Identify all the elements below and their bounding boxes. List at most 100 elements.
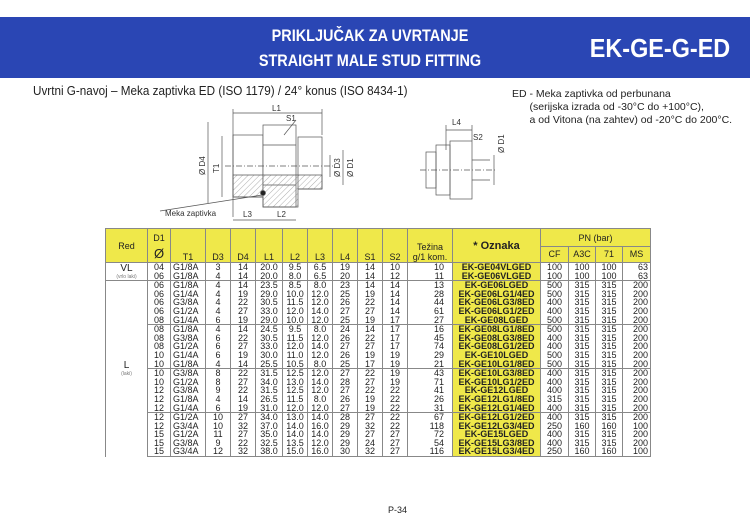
cell-l2: 12.0	[282, 306, 308, 316]
cell-pn-cf: 400	[540, 368, 569, 378]
cell-s2: 22	[382, 421, 408, 431]
table-row: 10 G1/2A 8 27 34.0 13.0 14.0 28 27 19 71 EK-GE10LG1…	[106, 377, 651, 387]
cell-oznaka: EK-GE10LG3/8ED	[452, 368, 541, 378]
cell-pn-a3c: 315	[568, 306, 596, 316]
cell-pn-a3c: 160	[568, 447, 596, 458]
cell-l2: 12.5	[282, 368, 308, 378]
cell-s1: 19	[357, 289, 383, 299]
cell-d4: 22	[230, 333, 256, 343]
col-pn: PN (bar)	[540, 228, 651, 247]
cell-d4: 27	[230, 430, 256, 439]
cell-d3: 11	[205, 430, 231, 439]
series-cell: L (laki)	[105, 280, 148, 457]
cell-pn-71: 315	[595, 324, 623, 334]
cell-l4: 27	[332, 368, 358, 378]
cell-pn-ms: 200	[622, 350, 651, 360]
cell-l4: 26	[332, 333, 358, 343]
cell-t1: G1/2A	[170, 430, 206, 439]
table-row: 12 G3/4A 10 32 37.0 14.0 16.0 29 32 22 118 EK-GE12L…	[106, 421, 651, 431]
cell-weight: 67	[407, 412, 453, 422]
dim-D1-small: Ø D1	[497, 134, 506, 153]
cell-d3: 6	[205, 315, 231, 325]
cell-l1: 20.0	[255, 261, 283, 272]
cell-s2: 14	[382, 298, 408, 307]
cell-pn-cf: 250	[540, 421, 569, 431]
title-serbian: PRIKLJUČAK ZA UVRTANJE	[271, 26, 469, 45]
cell-pn-71: 100	[595, 261, 623, 272]
cell-s2: 17	[382, 342, 408, 351]
cell-pn-71: 315	[595, 430, 623, 439]
col-l4: L4	[332, 228, 358, 263]
cell-l4: 19	[332, 261, 358, 272]
cell-pn-71: 315	[595, 315, 623, 325]
cell-d4: 22	[230, 438, 256, 448]
cell-weight: 72	[407, 430, 453, 439]
cell-l2: 14.0	[282, 430, 308, 439]
cell-d4: 27	[230, 342, 256, 351]
cell-pn-a3c: 315	[568, 377, 596, 387]
cell-pn-a3c: 315	[568, 289, 596, 299]
cell-pn-ms: 200	[622, 306, 651, 316]
cell-pn-ms: 200	[622, 403, 651, 413]
cell-pn-a3c: 315	[568, 394, 596, 404]
cell-s2: 17	[382, 324, 408, 334]
cell-l4: 23	[332, 280, 358, 290]
cell-pn-cf: 400	[540, 306, 569, 316]
cell-d4: 14	[230, 261, 256, 272]
table-row: 12 G1/8A 4 14 26.5 11.5 8.0 26 19 22 26 EK-GE12LG1/…	[106, 394, 651, 404]
cell-t1: G1/8A	[170, 324, 206, 334]
cell-l4: 30	[332, 447, 358, 458]
cell-l4: 20	[332, 271, 358, 281]
cell-pn-cf: 500	[540, 350, 569, 360]
cell-s1: 22	[357, 368, 383, 378]
cell-s2: 14	[382, 280, 408, 290]
cell-l1: 25.5	[255, 359, 283, 369]
cell-oznaka: EK-GE12LG3/4ED	[452, 421, 541, 431]
series-label: VL	[120, 263, 133, 275]
dim-S2: S2	[473, 133, 483, 142]
cell-l4: 29	[332, 430, 358, 439]
cell-l1: 20.0	[255, 271, 283, 281]
cell-oznaka: EK-GE06VLGED	[452, 271, 541, 281]
cell-t1: G1/8A	[170, 271, 206, 281]
cell-l2: 12.0	[282, 403, 308, 413]
cell-l1: 23.5	[255, 280, 283, 290]
table-row: 08 G1/8A 4 14 24.5 9.5 8.0 24 14 17 16 EK-GE08LG1/8…	[106, 324, 651, 334]
cell-t1: G3/8A	[170, 386, 206, 395]
cell-s2: 14	[382, 306, 408, 316]
cell-l2: 8.0	[282, 271, 308, 281]
cell-pn-71: 315	[595, 438, 623, 448]
cell-oznaka: EK-GE08LG1/2ED	[452, 342, 541, 351]
cell-d3: 10	[205, 412, 231, 422]
table-row: 08 G1/4A 6 19 29.0 10.0 12.0 25 19 17 27 EK-GE08LGE…	[106, 315, 651, 325]
cell-l2: 13.5	[282, 438, 308, 448]
series-note: (laki)	[121, 371, 132, 378]
cell-pn-71: 160	[595, 421, 623, 431]
cell-d1: 12	[147, 386, 171, 395]
cell-s1: 32	[357, 421, 383, 431]
cell-l3: 16.0	[307, 447, 333, 458]
cell-l3: 8.0	[307, 359, 333, 369]
cell-pn-a3c: 315	[568, 430, 596, 439]
table-row: L (laki) 06 G1/8A 4 14 23.5 8.5 8.0 23 14 14 13 EK-GE…	[105, 280, 651, 457]
cell-d3: 4	[205, 298, 231, 307]
cell-l2: 13.0	[282, 412, 308, 422]
dim-D1: Ø D1	[346, 158, 355, 177]
col-cf: CF	[540, 246, 569, 263]
cell-d1: 06	[147, 289, 171, 299]
col-d4: D4	[230, 228, 256, 263]
cell-l3: 14.0	[307, 412, 333, 422]
title-english: STRAIGHT MALE STUD FITTING	[258, 51, 482, 70]
cell-oznaka: EK-GE12LG1/4ED	[452, 403, 541, 413]
col-red: Red	[105, 228, 148, 263]
cell-pn-ms: 100	[622, 447, 651, 458]
cell-oznaka: EK-GE06LG1/2ED	[452, 306, 541, 316]
cell-s1: 19	[357, 403, 383, 413]
cell-l3: 6.5	[307, 261, 333, 272]
table-row: 06 G1/4A 4 19 29.0 10.0 12.0 25 19 14 28 EK-GE06LG1…	[106, 289, 651, 299]
cell-l3: 16.0	[307, 421, 333, 431]
cell-pn-ms: 200	[622, 298, 651, 307]
cell-l2: 12.5	[282, 386, 308, 395]
cell-s2: 22	[382, 394, 408, 404]
cell-s2: 22	[382, 386, 408, 395]
